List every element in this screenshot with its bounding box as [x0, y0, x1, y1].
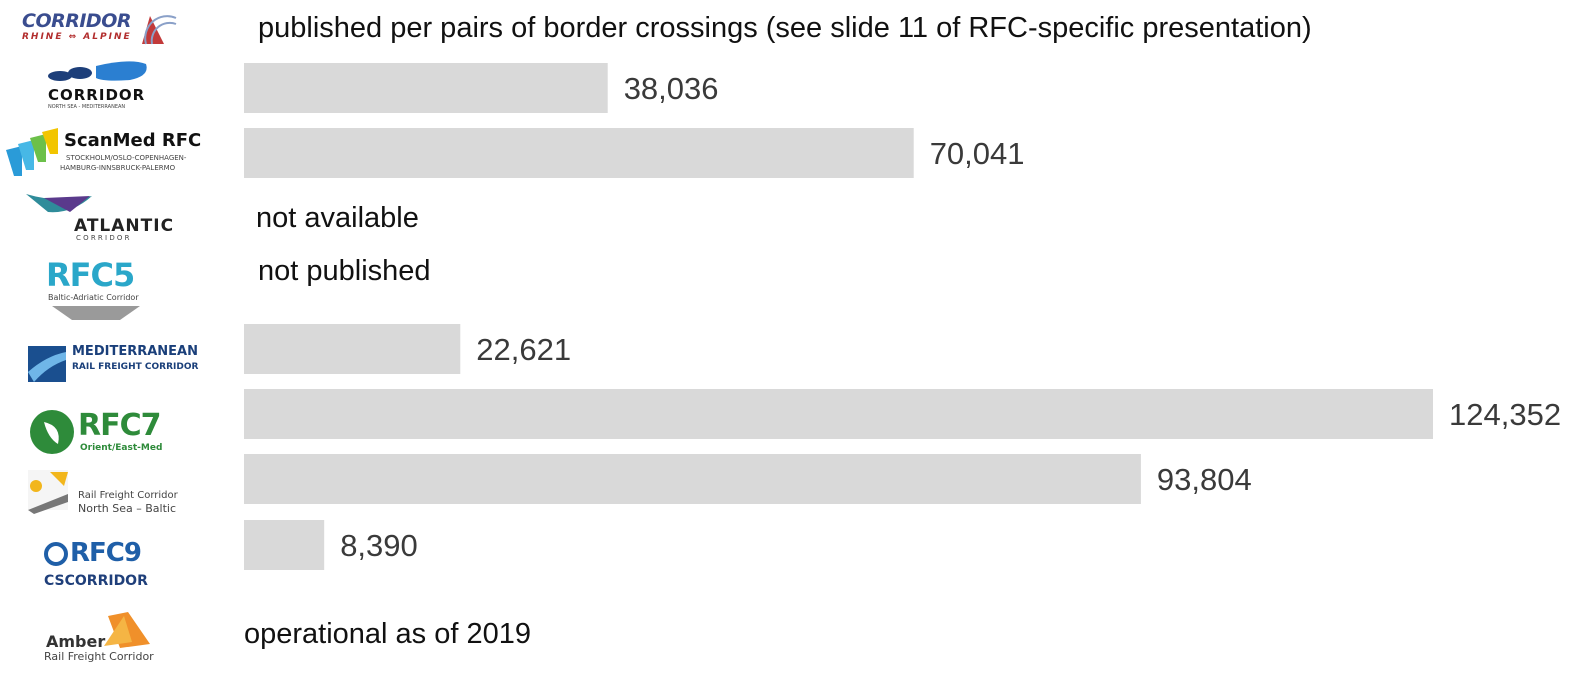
logo-nsb-subtitle: North Sea – Baltic — [78, 502, 177, 515]
value-label-2: 38,036 — [624, 71, 719, 106]
logo-rhine-alpine-subtitle: RHINE ⇔ ALPINE — [22, 32, 132, 42]
rfc5-logo-icon — [52, 306, 140, 320]
logo-rfc5-title: RFC5 — [46, 256, 135, 294]
logo-nsb-title: Rail Freight Corridor — [78, 490, 178, 501]
bar-9 — [244, 520, 325, 570]
bar-2 — [244, 63, 608, 113]
note-atlantic: not available — [256, 202, 419, 234]
logo-north-sea-baltic: Rail Freight Corridor North Sea – Baltic — [0, 466, 200, 526]
logo-med-subtitle: RAIL FREIGHT CORRIDOR — [72, 362, 199, 372]
logo-north-sea-med: CORRIDOR NORTH SEA - MEDITERRANEAN — [0, 58, 200, 118]
north-sea-med-logo-icon — [48, 61, 147, 81]
value-labels-group: 38,036 70,041 22,621 124,352 93,804 8,390 — [340, 71, 1561, 563]
scanmed-logo-icon — [6, 128, 58, 176]
logo-nsm-title: CORRIDOR — [48, 86, 146, 104]
rfc7-logo-icon — [30, 410, 74, 454]
note-rhine-alpine: published per pairs of border crossings … — [258, 12, 1312, 44]
logo-rfc7-title: RFC7 — [78, 408, 161, 443]
logo-rfc7: RFC7 Orient/East-Med — [0, 402, 200, 462]
atlantic-logo-icon — [26, 194, 92, 213]
logo-scanmed: ScanMed RFC STOCKHOLM/OSLO-COPENHAGEN- H… — [0, 126, 202, 186]
logo-mediterranean: MEDITERRANEAN RAIL FREIGHT CORRIDOR — [0, 342, 200, 402]
north-sea-baltic-logo-icon — [28, 470, 68, 514]
logo-rfc7-subtitle: Orient/East-Med — [80, 443, 163, 453]
note-amber: operational as of 2019 — [244, 618, 531, 650]
logo-rfc9: RFC9 CSCORRIDOR — [0, 536, 200, 596]
logo-rhine-alpine-title: CORRIDOR — [22, 10, 131, 32]
value-label-9: 8,390 — [340, 528, 418, 563]
bars-group — [244, 63, 1433, 570]
logo-nsm-subtitle: NORTH SEA - MEDITERRANEAN — [48, 104, 126, 110]
rhine-alpine-logo-icon — [142, 15, 177, 45]
value-label-7: 124,352 — [1449, 397, 1561, 432]
value-label-8: 93,804 — [1157, 462, 1252, 497]
rfc9-logo-icon — [44, 542, 68, 566]
logo-rfc5: RFC5 Baltic-Adriatic Corridor — [0, 256, 200, 320]
bar-8 — [244, 454, 1141, 504]
value-label-6: 22,621 — [476, 332, 571, 367]
logo-amber-title: Amber — [46, 632, 106, 651]
logo-amber: Amber Rail Freight Corridor — [0, 608, 200, 668]
logo-rfc5-subtitle: Baltic-Adriatic Corridor — [48, 293, 139, 302]
mediterranean-logo-icon — [28, 346, 66, 382]
logo-scanmed-title: ScanMed RFC — [64, 130, 202, 151]
logo-rfc9-title: RFC9 — [70, 538, 142, 568]
value-label-3: 70,041 — [930, 136, 1025, 171]
logo-med-title: MEDITERRANEAN — [72, 344, 198, 359]
logo-atlantic-title: ATLANTIC — [74, 216, 175, 236]
bar-3 — [244, 128, 914, 178]
logo-rhine-alpine: CORRIDOR RHINE ⇔ ALPINE — [0, 4, 200, 64]
logo-scanmed-subtitle-1: STOCKHOLM/OSLO-COPENHAGEN- — [66, 154, 187, 162]
bar-7 — [244, 389, 1433, 439]
logo-amber-subtitle: Rail Freight Corridor — [44, 650, 154, 663]
logo-atlantic-subtitle: C O R R I D O R — [76, 234, 130, 242]
amber-logo-icon — [104, 612, 150, 648]
note-rfc5: not published — [258, 255, 431, 287]
logo-rfc9-subtitle: CSCORRIDOR — [44, 573, 148, 589]
logo-atlantic: ATLANTIC C O R R I D O R — [0, 190, 200, 250]
bar-6 — [244, 324, 461, 374]
logo-scanmed-subtitle-2: HAMBURG-INNSBRUCK-PALERMO — [60, 164, 176, 172]
